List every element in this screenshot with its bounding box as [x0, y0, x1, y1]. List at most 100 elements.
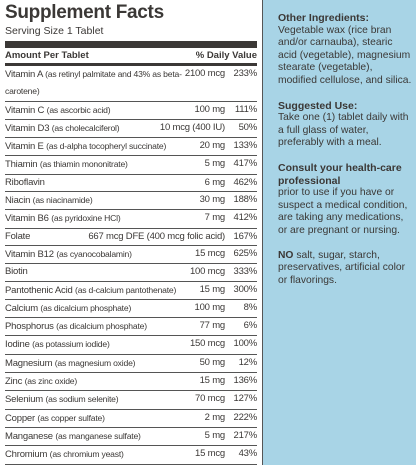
- amount: 15 mcg: [195, 448, 225, 460]
- nutrient-name: Manganese: [5, 430, 53, 442]
- column-header: Amount Per Tablet % Daily Value: [5, 48, 257, 66]
- supplement-facts: Supplement Facts Serving Size 1 Tablet A…: [0, 0, 263, 465]
- nutrient-row: 136% 15 mg Zinc (as zinc oxide): [5, 373, 258, 392]
- daily-value: 217%: [233, 429, 258, 441]
- nutrient-source: (as copper sulfate): [37, 412, 105, 423]
- amount: 15 mg: [199, 375, 226, 387]
- amount: 5 mg: [204, 158, 226, 170]
- text: prior to use if you have or suspect a me…: [278, 187, 408, 236]
- amount: 15 mg: [199, 283, 226, 295]
- daily-value: 6%: [243, 320, 258, 332]
- nutrient-name: Riboflavin: [5, 176, 45, 188]
- heading: Consult your health-care professional: [278, 161, 402, 187]
- nutrient-rows: 233% 2100 mcg Vitamin A (as retinyl palmit…: [5, 66, 257, 465]
- amount: 30 mg: [199, 194, 226, 206]
- nutrient-source: (as cyanocobalamin): [56, 248, 132, 259]
- nutrient-name: Copper: [5, 412, 35, 424]
- daily-value: 167%: [233, 230, 258, 242]
- nutrient-name: Iodine: [5, 339, 30, 351]
- column-label: Amount Per Tablet: [5, 50, 89, 61]
- nutrient-source: (as zinc oxide): [24, 376, 78, 387]
- daily-value: 333%: [233, 266, 258, 278]
- nutrient-source: (as sodium selenite): [45, 394, 119, 405]
- amount: 15 mcg: [195, 247, 225, 259]
- daily-value: 100%: [233, 338, 258, 350]
- nutrient-name: Biotin: [5, 266, 28, 278]
- side-info: Other Ingredients: Vegetable wax (rice b…: [278, 12, 412, 299]
- nutrient-source: (as dicalcium phosphate): [56, 321, 147, 332]
- nutrient-name: Thiamin: [5, 159, 38, 171]
- text: salt, sugar, starch, preservatives, arti…: [278, 249, 406, 286]
- nutrient-name: Chromium: [5, 449, 48, 461]
- amount: 100 mg: [194, 103, 226, 115]
- nutrient-name: Vitamin B12: [5, 248, 54, 260]
- nutrient-name: Phosphorus: [5, 321, 54, 333]
- daily-value: 412%: [233, 212, 258, 224]
- amount: 2 mg: [204, 411, 226, 423]
- column-label: % Daily Value: [195, 50, 257, 61]
- nutrient-source: (as manganese sulfate): [55, 430, 141, 441]
- amount: 70 mcg: [195, 393, 225, 405]
- daily-value: 300%: [233, 283, 258, 295]
- amount: 7 mg: [204, 212, 226, 224]
- nutrient-name: Pantothenic Acid: [5, 284, 73, 296]
- text: NO salt, sugar, starch, preservatives, a…: [278, 250, 412, 288]
- lead: NO: [278, 249, 294, 261]
- nutrient-source: (as potassium iodide): [32, 339, 110, 350]
- nutrient-row: 100% 150 mcg Iodine (as potassium iodide): [5, 336, 258, 355]
- nutrient-row: 417% 5 mg Thiamin (as thiamin mononitrate): [5, 156, 258, 175]
- nutrient-name: Vitamin C: [5, 104, 45, 116]
- nutrient-source: (as chromium yeast): [49, 449, 124, 460]
- nutrient-name: Calcium: [5, 302, 38, 314]
- nutrient-name: Folate: [5, 230, 31, 242]
- daily-value: 625%: [233, 247, 258, 259]
- daily-value: 136%: [233, 375, 258, 387]
- daily-value: 133%: [233, 140, 258, 152]
- daily-value: 462%: [233, 176, 258, 188]
- daily-value: 50%: [238, 121, 258, 133]
- amount: 5 mg: [204, 429, 226, 441]
- heading: Other Ingredients:: [278, 12, 370, 24]
- daily-value: 417%: [233, 158, 258, 170]
- nutrient-name: Zinc: [5, 376, 23, 388]
- amount: 100 mcg: [189, 266, 225, 278]
- nutrient-row: 222% 2 mg Copper (as copper sulfate): [5, 410, 257, 428]
- nutrient-row: 625% 15 mcg Vitamin B12 (as cyanocobalamin…: [5, 246, 258, 265]
- nutrient-source: (as retinyl palmitate and 43% as beta-ca…: [5, 69, 182, 97]
- nutrient-name: Vitamin A: [5, 69, 43, 80]
- amount: 50 mg: [199, 356, 226, 368]
- nutrient-row: 43% 15 mcg Chromium (as chromium yeast): [5, 446, 257, 465]
- nutrient-row: 111% 100 mg Vitamin C (as ascorbic acid): [5, 102, 257, 120]
- nutrient-source: (as d-alpha tocopheryl succinate): [46, 141, 167, 152]
- nutrient-row: 6% 77 mg Phosphorus (as dicalcium phosphat…: [5, 318, 258, 337]
- serving-size: Serving Size 1 Tablet: [5, 24, 257, 48]
- daily-value: 111%: [234, 103, 257, 115]
- daily-value: 222%: [233, 411, 258, 423]
- nutrient-name: Selenium: [5, 394, 44, 406]
- nutrient-name: Vitamin E: [5, 141, 44, 153]
- nutrient-row: 462% 6 mg Riboflavin: [5, 175, 258, 193]
- nutrient-row: 50% 10 mcg (400 IU) Vitamin D3 (as choleca…: [5, 120, 258, 139]
- nutrient-row: 12% 50 mg Magnesium (as magnesium oxide): [5, 355, 257, 374]
- nutrient-row: 167% 667 mcg DFE (400 mcg folic acid) Fola…: [5, 229, 257, 246]
- amount: 6 mg: [204, 176, 226, 188]
- nutrient-row: 133% 20 mg Vitamin E (as d-alpha tocophery…: [5, 138, 258, 157]
- nutrient-row: 188% 30 mg Niacin (as niacinamide): [5, 192, 257, 211]
- daily-value: 8%: [243, 301, 258, 313]
- nutrient-row: 8% 100 mg Calcium (as dicalcium phosphate): [5, 300, 258, 319]
- nutrient-source: (as pyridoxine HCl): [51, 213, 121, 224]
- amount: 20 mg: [199, 140, 226, 152]
- text: Take one (1) tablet daily with a full gl…: [278, 112, 409, 149]
- heading: Suggested Use:: [278, 99, 358, 112]
- nutrient-row: 333% 100 mcg Biotin: [5, 264, 258, 282]
- nutrient-source: (as cholecalciferol): [51, 122, 120, 133]
- nutrient-name: Niacin: [5, 195, 31, 207]
- nutrient-source: (as magnesium oxide): [54, 357, 136, 368]
- nutrient-name: Magnesium: [5, 357, 53, 369]
- nutrient-row: 300% 15 mg Pantothenic Acid (as d-calcium …: [5, 282, 257, 300]
- amount: 77 mg: [199, 320, 226, 332]
- nutrient-source: (as ascorbic acid): [46, 104, 111, 115]
- amount: 10 mcg (400 IU): [159, 121, 225, 133]
- nutrient-name: Vitamin B6: [5, 213, 49, 225]
